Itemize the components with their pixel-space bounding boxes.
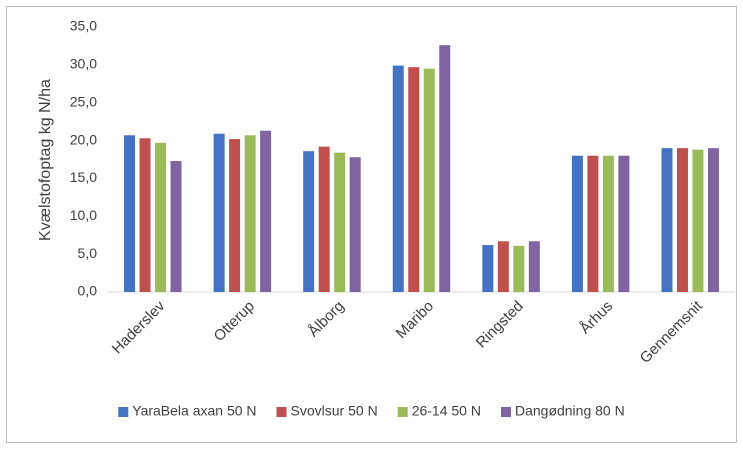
legend-label: Svovlsur 50 N (291, 403, 378, 419)
bar (155, 142, 167, 292)
bar (661, 148, 673, 292)
y-tick-label: 5,0 (78, 245, 98, 261)
y-tick-label: 0,0 (78, 283, 98, 299)
bar (334, 152, 346, 292)
bar (676, 148, 688, 292)
legend-label: Dangødning 80 N (515, 403, 625, 419)
bar (124, 135, 136, 292)
bar (528, 241, 540, 292)
bar (692, 149, 704, 292)
bar (170, 161, 182, 292)
legend-label: 26-14 50 N (412, 403, 481, 419)
bar (408, 67, 420, 292)
bar (303, 151, 315, 292)
bar (439, 45, 451, 292)
bar (229, 139, 241, 292)
bar (139, 138, 151, 292)
legend-label: YaraBela axan 50 N (132, 403, 256, 419)
bar (587, 155, 599, 292)
y-axis-title: Kvælstofoptag kg N/ha (37, 79, 54, 241)
y-tick-label: 35,0 (70, 18, 97, 34)
y-tick-label: 10,0 (70, 207, 97, 223)
bar (618, 155, 630, 292)
y-tick-label: 15,0 (70, 169, 97, 185)
bar (318, 146, 330, 292)
bar (497, 241, 509, 292)
bar (602, 155, 614, 292)
legend-swatch (276, 407, 287, 417)
y-tick-label: 30,0 (70, 56, 97, 72)
legend-swatch (118, 407, 129, 417)
bar (260, 130, 272, 292)
bar (213, 133, 225, 292)
bar (349, 157, 361, 292)
legend-swatch (500, 407, 511, 417)
bar (707, 148, 719, 292)
bar (571, 155, 583, 292)
bar (423, 68, 435, 293)
bar (482, 245, 494, 292)
bar (244, 135, 256, 292)
bar (513, 245, 525, 292)
y-tick-label: 20,0 (70, 131, 97, 147)
legend-swatch (397, 407, 408, 417)
y-tick-label: 25,0 (70, 93, 97, 109)
bar (392, 65, 404, 292)
